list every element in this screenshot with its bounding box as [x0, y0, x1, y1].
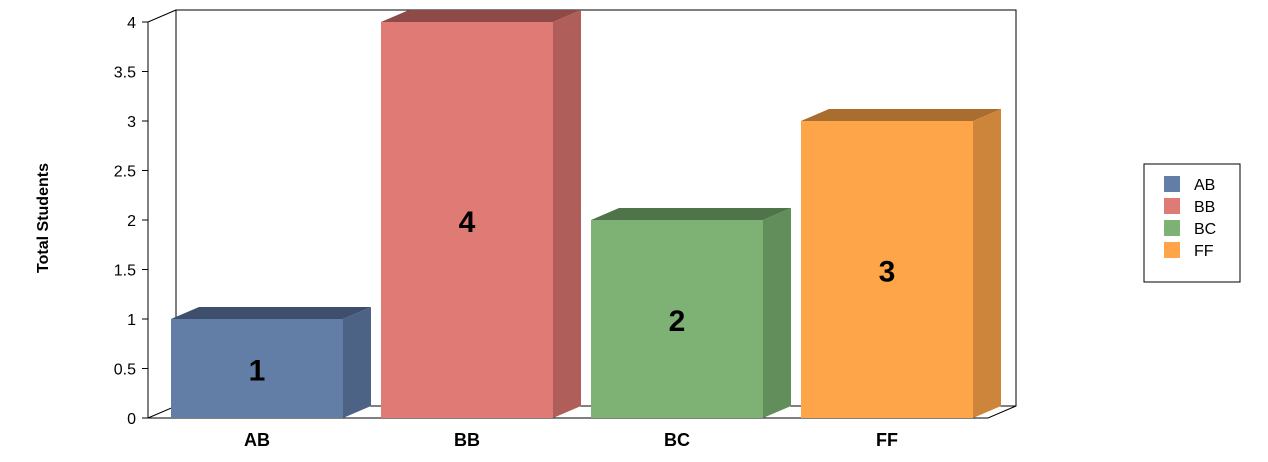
- bar-front: [171, 319, 343, 418]
- y-tick-label: 1.5: [114, 263, 136, 280]
- y-tick-label: 3.5: [114, 65, 136, 82]
- bar-top: [171, 307, 371, 319]
- x-tick-label: AB: [244, 430, 270, 450]
- y-tick-label: 2: [127, 213, 136, 230]
- legend-label: FF: [1194, 243, 1214, 260]
- legend-swatch: [1164, 198, 1180, 214]
- bar-front: [801, 121, 973, 418]
- x-tick-label: BB: [454, 430, 480, 450]
- y-axis-label: Total Students: [35, 163, 52, 273]
- bar-bc: 2: [591, 208, 791, 418]
- data-label: 3: [879, 256, 896, 289]
- bar-bb: 4: [381, 10, 581, 418]
- y-axis-ticks: 0 0.5 1 1.5 2 2.5 3 3.5 4: [114, 15, 148, 428]
- bars: 1 4 2 3: [171, 10, 1001, 418]
- legend-swatch: [1164, 176, 1180, 192]
- bar-side: [553, 10, 581, 418]
- bar-front: [591, 220, 763, 418]
- y-tick-label: 0: [127, 411, 136, 428]
- legend-box: [1143, 163, 1241, 283]
- legend-swatch: [1164, 242, 1180, 258]
- x-axis-labels: AB BB BC FF: [244, 430, 898, 450]
- y-tick-label: 1: [127, 312, 136, 329]
- y-tick-label: 2.5: [114, 164, 136, 181]
- bar-top: [591, 208, 791, 220]
- legend-label: AB: [1194, 177, 1215, 194]
- legend: AB BB BC FF: [1143, 163, 1241, 283]
- bar-top: [381, 10, 581, 22]
- bar-side: [343, 307, 371, 418]
- y-tick-label: 0.5: [114, 362, 136, 379]
- bar-ff: 3: [801, 109, 1001, 418]
- bar-top: [801, 109, 1001, 121]
- bar-front: [381, 22, 553, 418]
- legend-label: BB: [1194, 199, 1215, 216]
- y-tick-label: 4: [127, 15, 136, 32]
- legend-swatch: [1164, 220, 1180, 236]
- data-label: 4: [459, 206, 476, 239]
- data-label: 1: [249, 355, 266, 388]
- bar-ab: 1: [171, 307, 371, 418]
- y-tick-label: 3: [127, 114, 136, 131]
- x-tick-label: BC: [664, 430, 690, 450]
- left-wall-top-edge: [147, 9, 177, 23]
- bar-side: [973, 109, 1001, 418]
- bar-side: [763, 208, 791, 418]
- data-label: 2: [669, 305, 686, 338]
- legend-label: BC: [1194, 221, 1216, 238]
- x-tick-label: FF: [876, 430, 898, 450]
